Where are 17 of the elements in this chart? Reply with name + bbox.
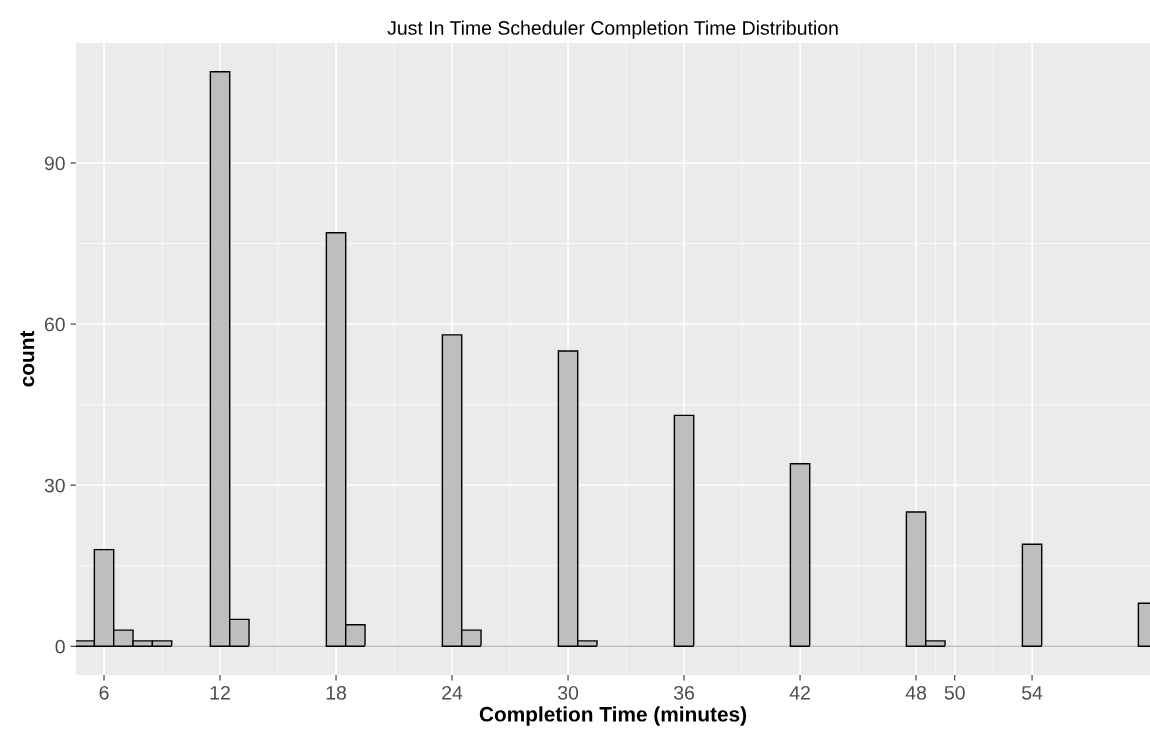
chart-title: Just In Time Scheduler Completion Time Distribution bbox=[387, 20, 838, 39]
x-tick-label: 42 bbox=[789, 685, 810, 700]
x-tick-label: 30 bbox=[557, 685, 579, 700]
x-tick-label: 48 bbox=[905, 685, 927, 700]
x-tick-label: 6 bbox=[99, 685, 109, 700]
x-tick-label: 36 bbox=[673, 685, 695, 700]
y-tick-label: 0 bbox=[55, 639, 65, 654]
x-tick-label: 18 bbox=[326, 685, 347, 700]
x-tick-label: 12 bbox=[210, 685, 230, 700]
y-tick-label: 60 bbox=[44, 317, 65, 332]
y-axis-title: count bbox=[20, 330, 35, 387]
x-tick-label: 24 bbox=[442, 685, 463, 700]
x-axis-title: Completion Time (minutes) bbox=[479, 706, 747, 726]
y-tick-label: 30 bbox=[44, 478, 65, 493]
x-tick-label: 50 bbox=[944, 685, 965, 700]
x-tick-label: 54 bbox=[1022, 686, 1043, 700]
y-tick-label: 90 bbox=[44, 156, 65, 171]
